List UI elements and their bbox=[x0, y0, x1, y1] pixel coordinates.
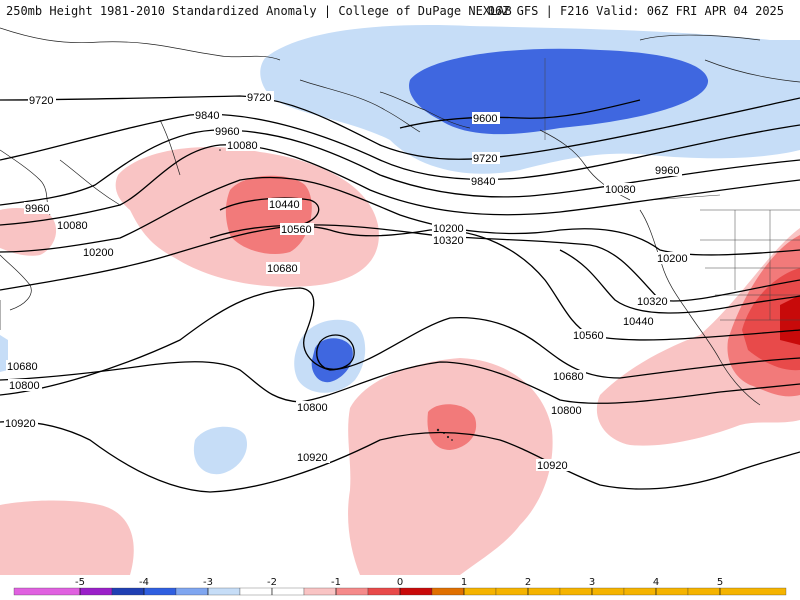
colorbar-segment bbox=[687, 587, 721, 596]
contour-9960 bbox=[0, 129, 800, 206]
colorbar-segment bbox=[655, 587, 689, 596]
contour-label: 9960 bbox=[215, 126, 239, 138]
contour-label: 10440 bbox=[269, 199, 300, 211]
map-title: 250mb Height 1981-2010 Standardized Anom… bbox=[6, 4, 512, 18]
map-header: 250mb Height 1981-2010 Standardized Anom… bbox=[0, 0, 800, 22]
colorbar-segment bbox=[559, 587, 593, 596]
colorbar-segment bbox=[623, 587, 657, 596]
contour-10680-ring bbox=[316, 334, 355, 370]
contour-label: 10680 bbox=[267, 263, 298, 275]
positive-anomaly-region bbox=[596, 228, 800, 446]
contour-label: 10440 bbox=[623, 316, 654, 328]
contour-10920 bbox=[0, 420, 800, 493]
colorbar-segment bbox=[463, 587, 497, 596]
negative-anomaly-core bbox=[311, 338, 353, 383]
colorbar-segment bbox=[271, 587, 305, 596]
contour-labels: 9720 9720 9840 9960 10080 9960 10080 102… bbox=[4, 91, 690, 472]
colorbar-tick-label: 1 bbox=[461, 577, 467, 588]
anomaly-map: 9720 9720 9840 9960 10080 9960 10080 102… bbox=[0, 25, 800, 575]
contour-10800 bbox=[0, 361, 800, 404]
colorbar-tick-label: 2 bbox=[525, 577, 531, 588]
state-borders bbox=[544, 58, 800, 321]
colorbar-segment bbox=[79, 587, 113, 596]
colorbar-segment bbox=[719, 587, 787, 596]
contour-label: 9960 bbox=[25, 203, 49, 215]
colorbar-tick-label: -4 bbox=[139, 577, 149, 588]
colorbar-segment bbox=[175, 587, 209, 596]
positive-anomaly-region bbox=[348, 358, 553, 575]
contour-label: 10560 bbox=[281, 224, 312, 236]
colorbar-segment bbox=[303, 587, 337, 596]
contour-label: 9720 bbox=[29, 95, 53, 107]
contour-label: 10800 bbox=[551, 405, 582, 417]
colorbar-segment bbox=[527, 587, 561, 596]
contour-label: 10320 bbox=[433, 235, 464, 247]
contour-10560 bbox=[209, 224, 800, 341]
contour-label: 10920 bbox=[537, 460, 568, 472]
colorbar-segment bbox=[399, 587, 433, 596]
colorbar-segment bbox=[431, 587, 465, 596]
contour-label: 10320 bbox=[637, 296, 668, 308]
contour-label: 9720 bbox=[247, 92, 271, 104]
colorbar-tick-label: 4 bbox=[653, 577, 659, 588]
colorbar-segment bbox=[239, 587, 273, 596]
contour-label: 10200 bbox=[433, 223, 464, 235]
contour-label: 10920 bbox=[297, 452, 328, 464]
colorbar-segment bbox=[335, 587, 369, 596]
contour-label: 10800 bbox=[9, 380, 40, 392]
contour-label: 10800 bbox=[297, 402, 328, 414]
contour-9600 bbox=[399, 99, 641, 129]
contour-label: 9840 bbox=[471, 176, 495, 188]
contour-label: 10920 bbox=[5, 418, 36, 430]
model-valid-time: 06Z GFS | F216 Valid: 06Z FRI APR 04 202… bbox=[487, 4, 784, 18]
contour-label: 10080 bbox=[57, 220, 88, 232]
contour-label: 10080 bbox=[605, 184, 636, 196]
colorbar-segment bbox=[367, 587, 401, 596]
contour-label: 10680 bbox=[7, 361, 38, 373]
colorbar-segment bbox=[207, 587, 241, 596]
colorbar-tick-label: -2 bbox=[267, 577, 277, 588]
colorbar-tick-label: -3 bbox=[203, 577, 213, 588]
contour-10440b bbox=[559, 249, 800, 314]
contour-label: 9960 bbox=[655, 165, 679, 177]
anomaly-colorbar: -5 -4 -3 -2 -1 0 1 2 3 4 5 bbox=[13, 577, 787, 596]
contour-label: 10200 bbox=[83, 247, 114, 259]
colorbar-tick-label: 5 bbox=[717, 577, 723, 588]
positive-anomaly-core bbox=[225, 175, 312, 255]
contour-10440 bbox=[219, 197, 320, 226]
contour-label: 10200 bbox=[657, 253, 688, 265]
contour-10080 bbox=[0, 144, 800, 226]
positive-anomaly-strong bbox=[742, 268, 800, 371]
colorbar-tick-label: -5 bbox=[75, 577, 85, 588]
contour-label: 9840 bbox=[195, 110, 219, 122]
colorbar-segment bbox=[143, 587, 177, 596]
contour-label: 10560 bbox=[573, 330, 604, 342]
contour-10200 bbox=[0, 176, 800, 256]
colorbar-tick-label: 3 bbox=[589, 577, 595, 588]
colorbar-tick-label: -1 bbox=[331, 577, 341, 588]
contour-9720 bbox=[0, 95, 800, 160]
contour-label: 10080 bbox=[227, 140, 258, 152]
negative-anomaly-region bbox=[193, 426, 248, 475]
positive-anomaly-core bbox=[427, 404, 477, 450]
colorbar-segment bbox=[111, 587, 145, 596]
contour-label: 9600 bbox=[473, 113, 497, 125]
colorbar-segment bbox=[495, 587, 529, 596]
contour-label: 9720 bbox=[473, 153, 497, 165]
positive-anomaly-region bbox=[0, 500, 134, 575]
contour-9840 bbox=[0, 113, 800, 181]
height-contours bbox=[0, 95, 800, 493]
colorbar-segment bbox=[13, 587, 81, 596]
contour-label: 10680 bbox=[553, 371, 584, 383]
colorbar-segment bbox=[591, 587, 625, 596]
colorbar-tick-label: 0 bbox=[397, 577, 403, 588]
